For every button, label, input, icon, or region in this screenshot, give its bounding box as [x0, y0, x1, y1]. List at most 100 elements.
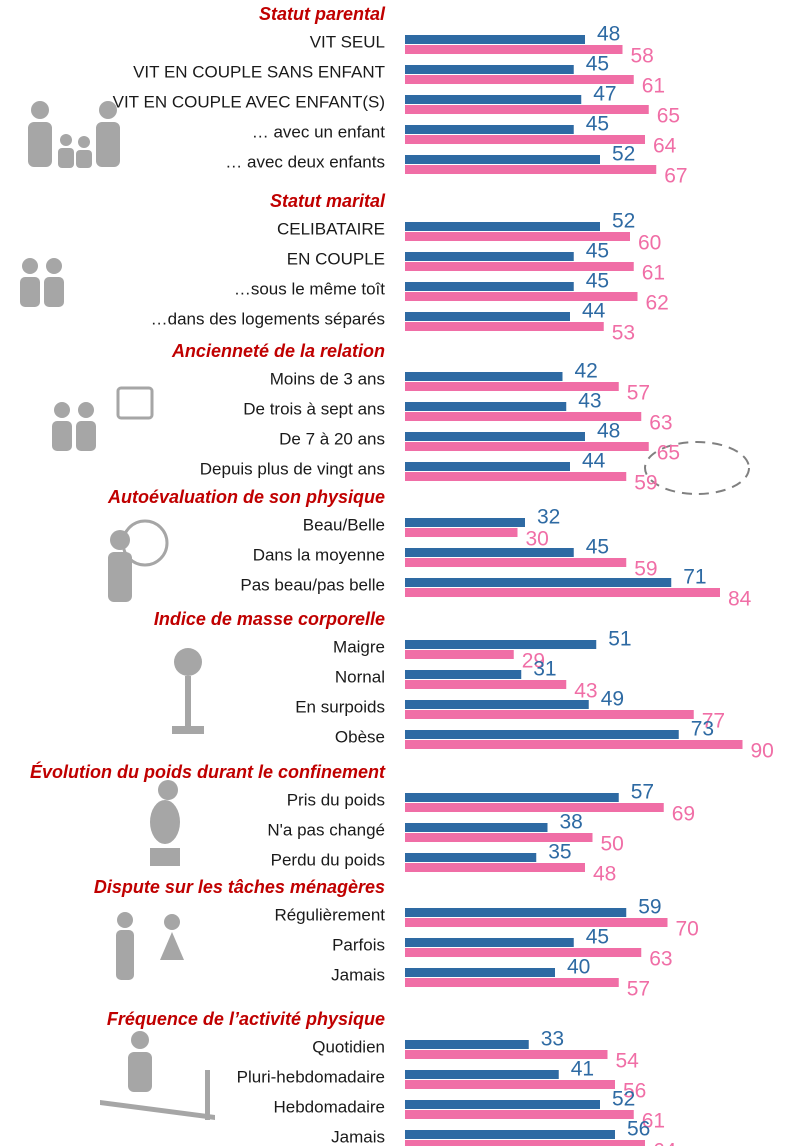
category-label: Obèse	[335, 727, 385, 746]
bar	[405, 232, 630, 241]
value-label: 65	[657, 105, 680, 128]
category-label: Quotidien	[312, 1037, 385, 1056]
bar	[405, 833, 593, 842]
value-label: 48	[597, 23, 620, 46]
bar	[405, 650, 514, 659]
value-label: 32	[537, 506, 560, 529]
bar	[405, 558, 627, 567]
bar	[405, 918, 668, 927]
value-label: 71	[683, 566, 706, 589]
value-label: 45	[586, 926, 609, 949]
value-label: 54	[616, 1050, 640, 1073]
bar	[405, 823, 548, 832]
category-label: De 7 à 20 ans	[279, 429, 385, 448]
bar	[405, 372, 563, 381]
value-label: 60	[638, 232, 661, 255]
bar	[405, 95, 582, 104]
value-label: 70	[676, 918, 699, 941]
value-label: 67	[664, 165, 687, 188]
value-label: 64	[653, 135, 677, 158]
bar	[405, 1140, 645, 1146]
bar	[405, 803, 664, 812]
category-label: Maigre	[333, 637, 385, 656]
value-label: 40	[567, 956, 590, 979]
group-title: Statut marital	[270, 191, 386, 211]
value-label: 62	[646, 292, 669, 315]
bar	[405, 402, 567, 411]
bar	[405, 412, 642, 421]
bar	[405, 730, 679, 739]
bar	[405, 45, 623, 54]
value-label: 90	[751, 740, 774, 763]
category-label: N'a pas changé	[267, 820, 385, 839]
bar	[405, 135, 645, 144]
bar	[405, 640, 597, 649]
value-label: 42	[575, 360, 598, 383]
bar	[405, 165, 657, 174]
bar	[405, 222, 600, 231]
category-label: En surpoids	[295, 697, 385, 716]
bar	[405, 382, 619, 391]
highlight-ellipse	[644, 441, 750, 495]
category-label: Pluri-hebdomadaire	[237, 1067, 385, 1086]
value-label: 49	[601, 688, 624, 711]
bar	[405, 968, 555, 977]
bar	[405, 1130, 615, 1139]
value-label: 43	[574, 680, 597, 703]
value-label: 53	[612, 322, 635, 345]
bar	[405, 528, 518, 537]
bar	[405, 442, 649, 451]
bar	[405, 978, 619, 987]
bar	[405, 462, 570, 471]
category-label: Hebdomadaire	[273, 1097, 385, 1116]
value-label: 45	[586, 240, 609, 263]
bar	[405, 65, 574, 74]
value-label: 63	[649, 412, 672, 435]
value-label: 43	[578, 390, 601, 413]
category-label: Parfois	[332, 935, 385, 954]
group-title: Statut parental	[259, 4, 386, 24]
value-label: 77	[702, 710, 725, 733]
value-label: 30	[526, 528, 549, 551]
value-label: 45	[586, 53, 609, 76]
category-label: VIT SEUL	[310, 32, 385, 51]
category-label: VIT EN COUPLE SANS ENFANT	[133, 62, 385, 81]
bar	[405, 938, 574, 947]
bar	[405, 292, 638, 301]
category-label: …sous le même toît	[234, 279, 385, 298]
category-label: Dans la moyenne	[253, 545, 385, 564]
category-label: CELIBATAIRE	[277, 219, 385, 238]
value-label: 84	[728, 588, 752, 611]
bar	[405, 1070, 559, 1079]
bar	[405, 155, 600, 164]
bar	[405, 312, 570, 321]
value-label: 48	[593, 863, 616, 886]
category-label: EN COUPLE	[287, 249, 385, 268]
bar	[405, 908, 627, 917]
bar	[405, 1040, 529, 1049]
category-label: De trois à sept ans	[243, 399, 385, 418]
bar	[405, 252, 574, 261]
value-label: 56	[627, 1118, 650, 1141]
value-label: 59	[638, 896, 661, 919]
value-label: 57	[631, 781, 654, 804]
group-title: Évolution du poids durant le confinement	[30, 761, 386, 782]
group-title: Dispute sur les tâches ménagères	[94, 877, 385, 897]
bar	[405, 75, 634, 84]
value-label: 61	[642, 75, 665, 98]
group-title: Fréquence de l’activité physique	[107, 1009, 385, 1029]
bar	[405, 432, 585, 441]
value-label: 64	[653, 1140, 677, 1146]
group-title: Indice de masse corporelle	[154, 609, 385, 629]
value-label: 45	[586, 536, 609, 559]
bar	[405, 740, 743, 749]
value-label: 31	[533, 658, 556, 681]
value-label: 61	[642, 1110, 665, 1133]
value-label: 48	[597, 420, 620, 443]
value-label: 51	[608, 628, 631, 651]
value-label: 52	[612, 210, 635, 233]
bar	[405, 1050, 608, 1059]
category-label: Depuis plus de vingt ans	[200, 459, 385, 478]
bar	[405, 863, 585, 872]
